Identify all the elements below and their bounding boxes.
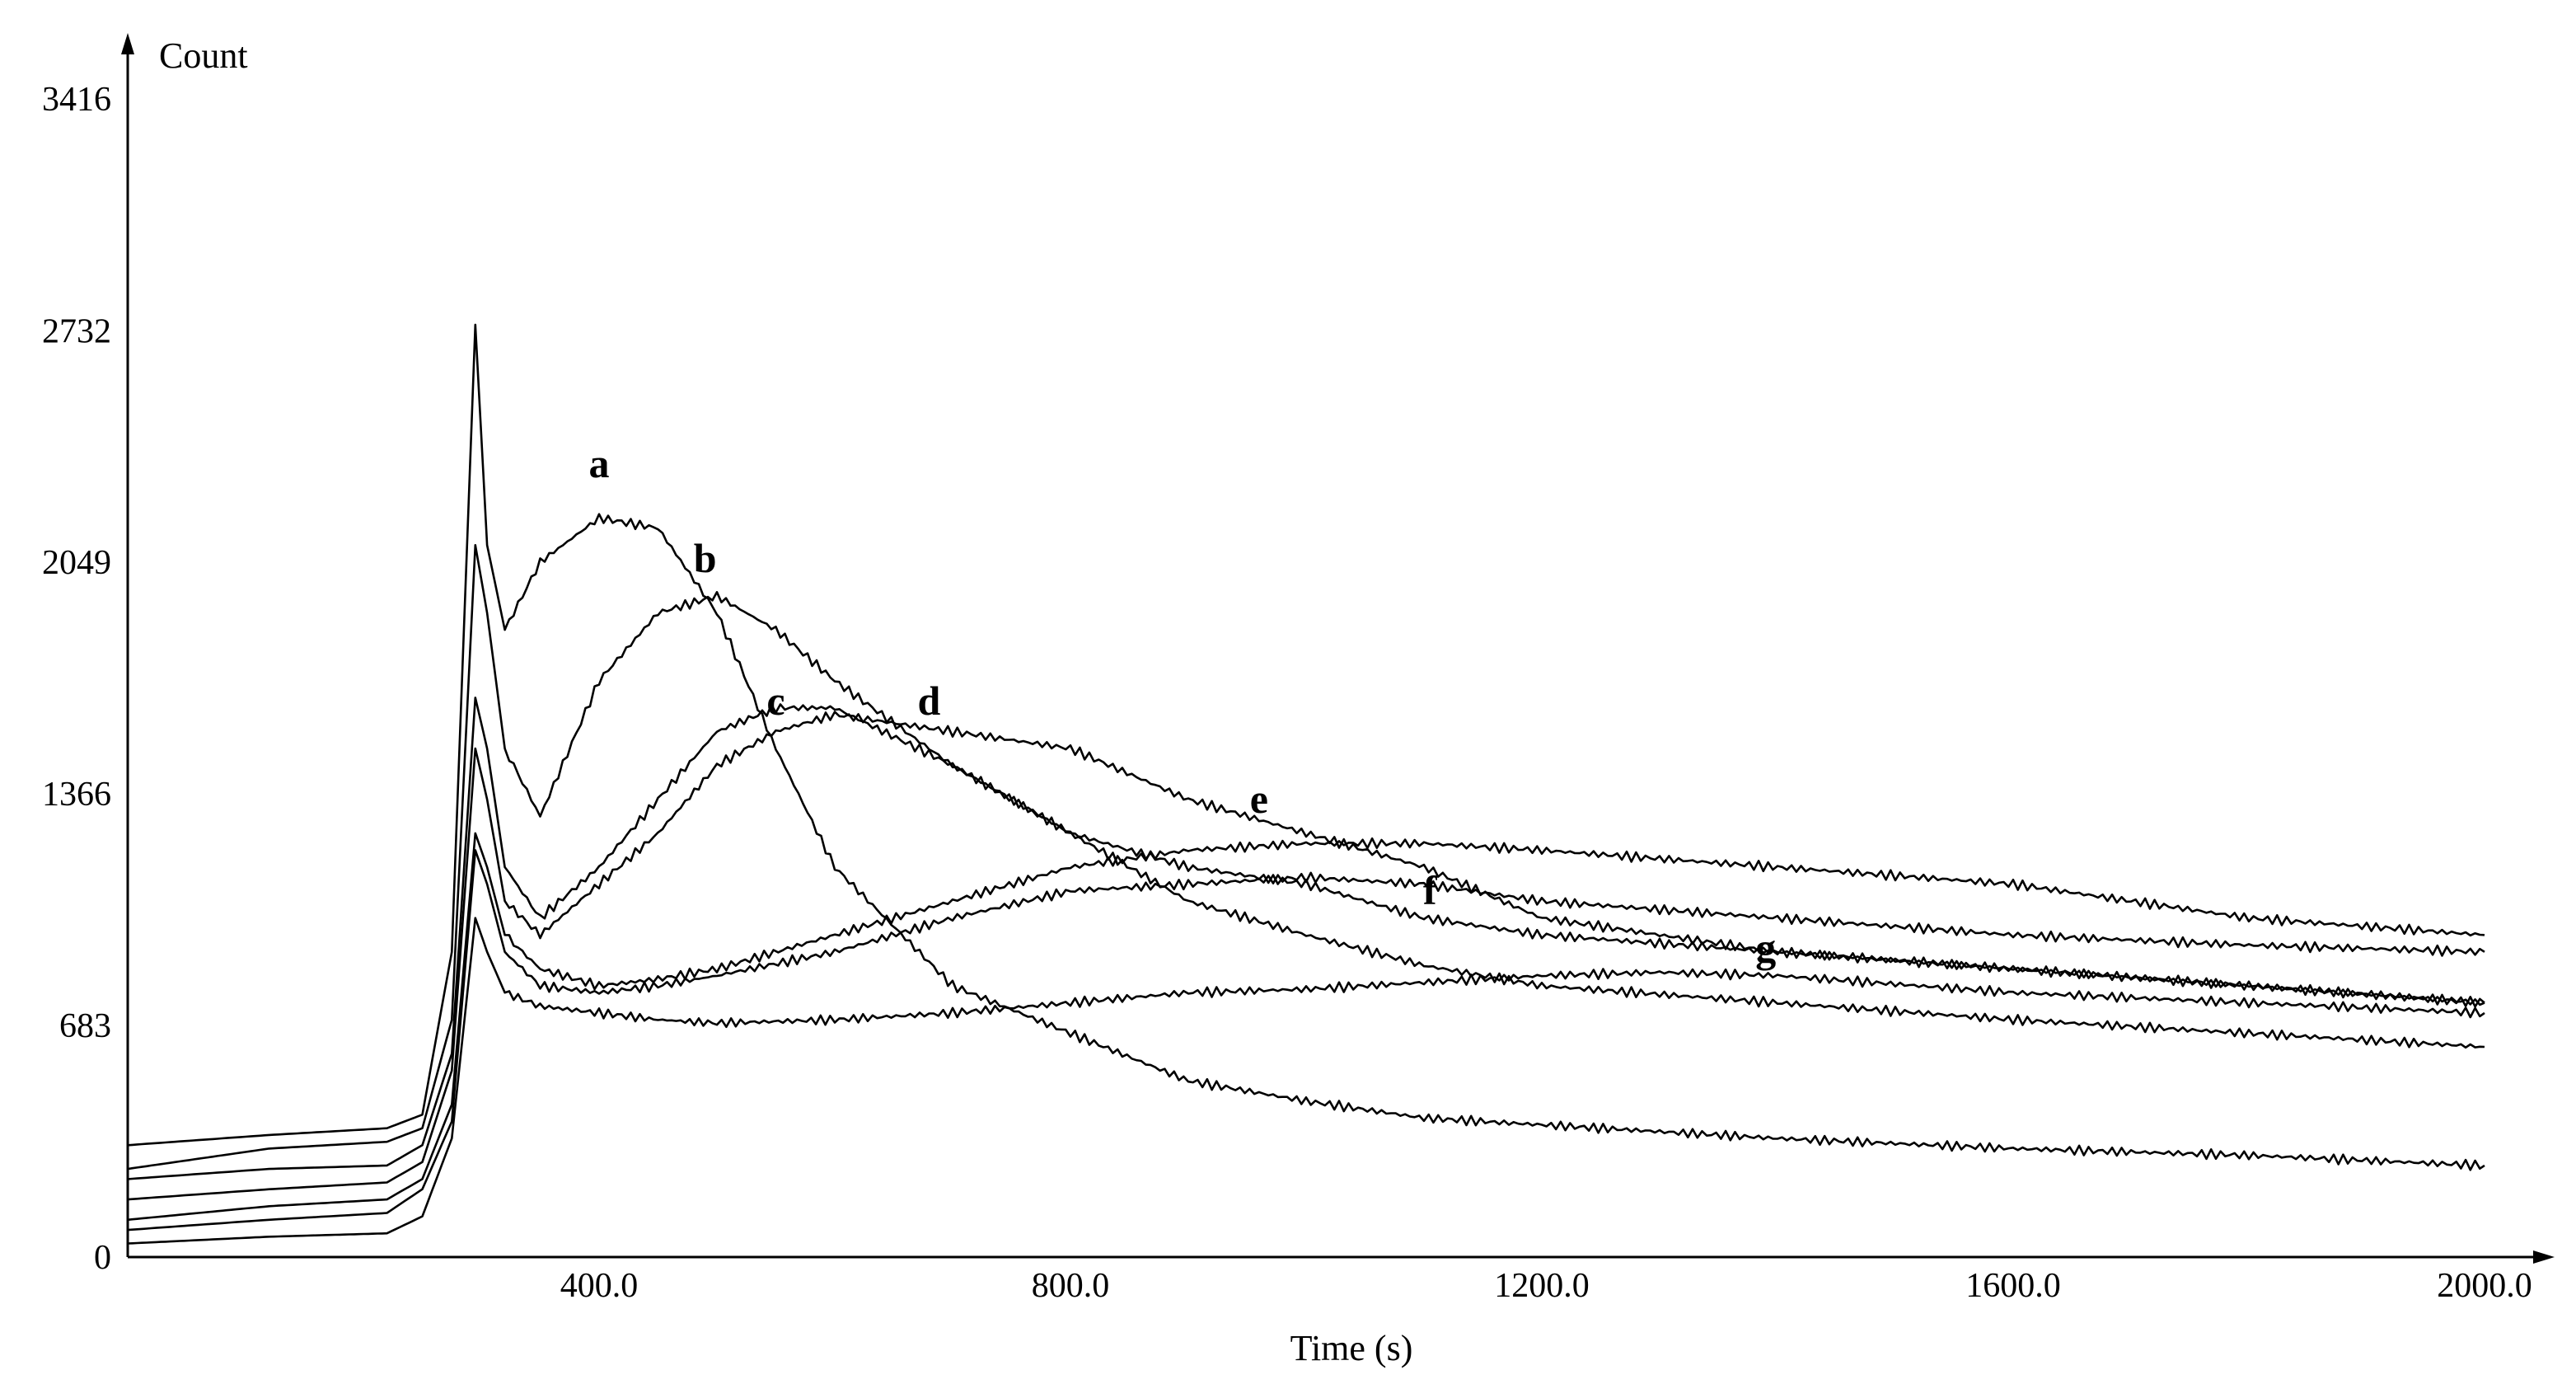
y-tick-label: 683: [59, 1007, 111, 1045]
series-line-f: [127, 849, 2485, 1232]
series-line-g: [127, 917, 2485, 1245]
series-line-b: [127, 543, 2485, 1171]
y-tick-label: 1366: [42, 776, 111, 814]
y-tick-labels: 0 683 1366 2049 2732 3416: [42, 81, 111, 1277]
series-line-a: [127, 323, 2485, 1171]
x-tick-label: 2000.0: [2437, 1267, 2532, 1305]
x-tick-label: 1200.0: [1494, 1267, 1590, 1305]
y-tick-label: 2049: [42, 544, 111, 582]
series-label-e: e: [1250, 776, 1268, 822]
x-tick-labels: 400.0 800.0 1200.0 1600.0 2000.0: [560, 1267, 2532, 1305]
y-tick-label: 0: [94, 1239, 111, 1277]
series-label-f: f: [1423, 867, 1438, 913]
y-axis-title: Count: [159, 35, 248, 76]
series-labels: a b c d e f g: [589, 440, 1777, 971]
x-tick-label: 800.0: [1032, 1267, 1110, 1305]
x-axis-arrow: [2533, 1250, 2555, 1264]
y-tick-label: 3416: [42, 81, 111, 119]
x-tick-label: 1600.0: [1965, 1267, 2061, 1305]
series-label-c: c: [766, 678, 785, 724]
x-axis-title: Time (s): [1290, 1328, 1413, 1368]
series-label-a: a: [589, 440, 610, 486]
series-lines: [127, 323, 2485, 1245]
series-line-e: [127, 832, 2485, 1222]
series-label-d: d: [917, 678, 940, 724]
y-axis-arrow: [121, 33, 134, 54]
series-label-b: b: [694, 535, 717, 581]
series-label-g: g: [1755, 925, 1776, 971]
x-tick-label: 400.0: [560, 1267, 639, 1305]
series-line-d: [127, 711, 2485, 1201]
y-tick-label: 2732: [42, 312, 111, 350]
